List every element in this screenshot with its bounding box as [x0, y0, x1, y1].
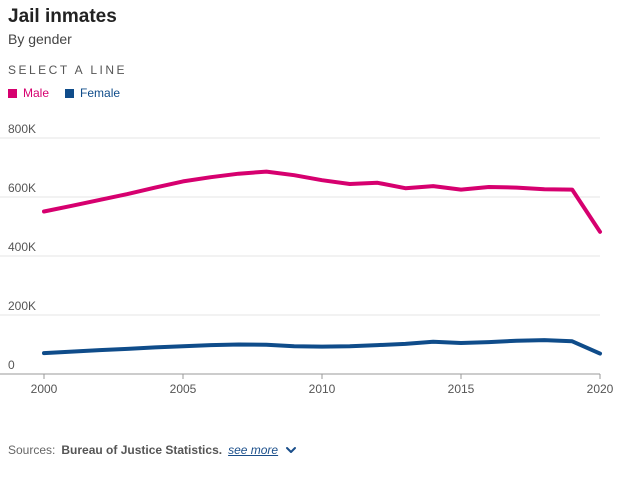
- chevron-down-icon[interactable]: [284, 443, 298, 457]
- x-tick-label: 2020: [587, 382, 614, 396]
- legend-label-male: Male: [23, 86, 50, 100]
- sources-name: Bureau of Justice Statistics.: [61, 443, 223, 457]
- y-tick-label: 200K: [8, 299, 36, 313]
- legend-item-male[interactable]: Male: [8, 86, 49, 100]
- chart-subtitle: By gender: [8, 31, 72, 47]
- male-swatch-icon: [8, 88, 17, 98]
- female-swatch-icon: [65, 88, 75, 98]
- select-line-label: SELECT A LINE: [8, 63, 127, 77]
- x-tick-label: 2015: [448, 382, 475, 396]
- sources-label: Sources:: [8, 443, 56, 457]
- line-chart: 0 200K 400K 600K 800K 2000 2005 2010 2015 2020: [0, 122, 614, 396]
- y-tick-label: 400K: [8, 240, 36, 254]
- legend: Male Female: [8, 86, 120, 100]
- legend-item-female[interactable]: Female: [65, 86, 120, 100]
- see-more-link[interactable]: see more: [228, 443, 279, 457]
- x-tick-label: 2000: [31, 382, 58, 396]
- legend-label-female: Female: [80, 86, 121, 100]
- y-tick-label: 0: [8, 358, 15, 372]
- female-series-line: [42, 338, 602, 356]
- male-series-line: [42, 169, 602, 234]
- chart-title: Jail inmates: [8, 6, 117, 27]
- x-tick-label: 2005: [170, 382, 197, 396]
- y-tick-label: 600K: [8, 181, 36, 195]
- sources: Sources: Bureau of Justice Statistics. s…: [8, 443, 298, 457]
- x-tick-label: 2010: [309, 382, 336, 396]
- y-tick-label: 800K: [8, 122, 36, 136]
